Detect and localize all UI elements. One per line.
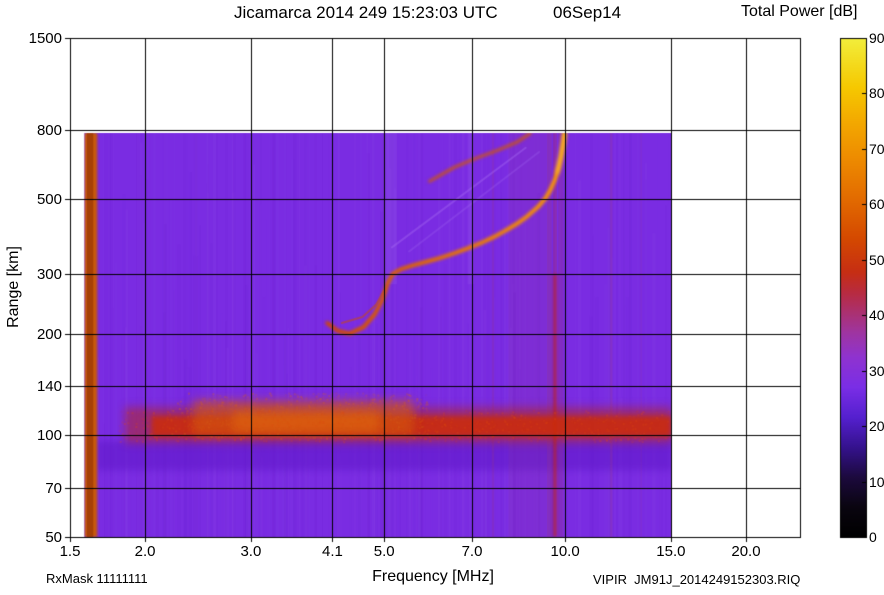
y-tick-label: 1500 <box>28 30 62 47</box>
colorbar-tick-label: 10 <box>869 473 884 490</box>
y-tick-label: 140 <box>36 377 62 395</box>
colorbar-tick-label: 50 <box>869 251 884 268</box>
y-tick-label: 800 <box>36 122 62 140</box>
colorbar-title: Total Power [dB] <box>741 3 858 20</box>
x-tick-label: 4.1 <box>321 543 343 560</box>
colorbar-tick-label: 70 <box>869 140 884 157</box>
x-tick-label: 10.0 <box>550 543 580 560</box>
y-tick-label: 500 <box>36 191 62 209</box>
x-tick-label: 2.0 <box>134 543 156 560</box>
x-axis-label: Frequency [MHz] <box>372 568 494 585</box>
colorbar-tick-label: 40 <box>869 307 884 324</box>
colorbar-tick-label: 0 <box>869 529 877 545</box>
file-name-label: VIPIR JM91J_2014249152303.RIQ <box>593 572 801 587</box>
x-tick-label: 7.0 <box>461 543 483 560</box>
colorbar-tick-label: 60 <box>869 196 884 213</box>
y-tick-label: 50 <box>45 529 62 546</box>
plot-title: Jicamarca 2014 249 15:23:03 UTC <box>234 3 498 22</box>
x-tick-label: 20.0 <box>731 543 761 560</box>
y-tick-label: 70 <box>45 479 62 497</box>
x-tick-label: 15.0 <box>656 543 686 560</box>
colorbar-tick-label: 80 <box>869 85 884 102</box>
y-tick-label: 100 <box>36 427 62 445</box>
x-tick-label: 3.0 <box>240 543 262 560</box>
y-tick-label: 300 <box>36 266 62 284</box>
colorbar-tick-label: 90 <box>869 30 884 46</box>
plot-date: 06Sep14 <box>553 3 622 22</box>
y-axis-label: Range [km] <box>5 246 22 328</box>
y-tick-label: 200 <box>36 325 62 343</box>
colorbar-tick-label: 20 <box>869 418 884 435</box>
x-tick-label: 5.0 <box>373 543 395 560</box>
colorbar-tick-label: 30 <box>869 362 884 379</box>
x-tick-label: 1.5 <box>59 543 81 560</box>
rxmask-label: RxMask 11111111 <box>46 571 148 586</box>
